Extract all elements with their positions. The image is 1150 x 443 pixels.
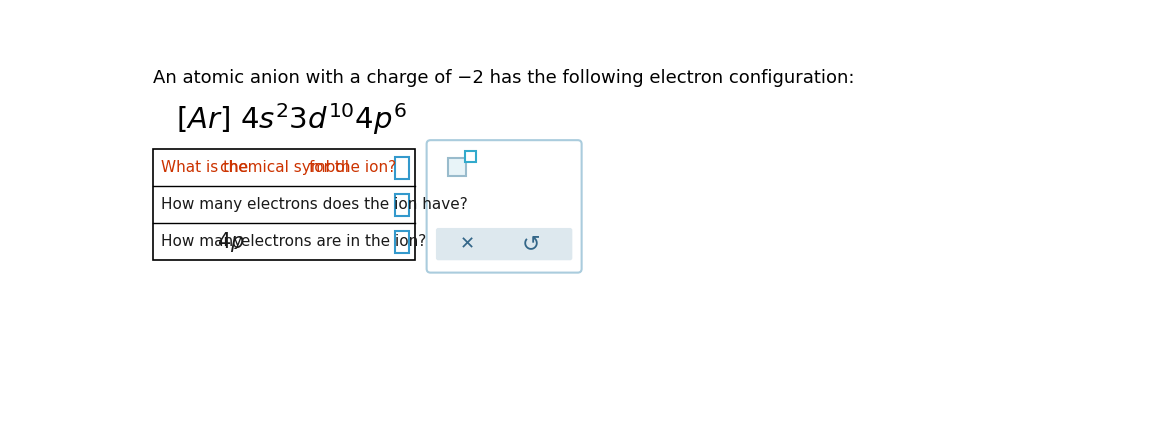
Text: $4p$: $4p$ — [217, 230, 245, 254]
FancyBboxPatch shape — [394, 194, 408, 216]
Text: How many electrons does the ion have?: How many electrons does the ion have? — [161, 197, 468, 212]
Text: ↺: ↺ — [522, 234, 540, 254]
Text: electrons are in the ion?: electrons are in the ion? — [236, 234, 427, 249]
Text: ✕: ✕ — [460, 235, 475, 253]
FancyBboxPatch shape — [394, 157, 408, 179]
FancyBboxPatch shape — [466, 151, 476, 162]
FancyBboxPatch shape — [153, 149, 415, 260]
Text: $[Ar]\ 4s^{2}3d^{10}4p^{6}$: $[Ar]\ 4s^{2}3d^{10}4p^{6}$ — [176, 101, 407, 137]
FancyBboxPatch shape — [447, 158, 466, 176]
Text: chemical symbol: chemical symbol — [220, 160, 348, 175]
Text: How many: How many — [161, 234, 247, 249]
FancyBboxPatch shape — [394, 231, 408, 253]
FancyBboxPatch shape — [427, 140, 582, 272]
Text: An atomic anion with a charge of −2 has the following electron configuration:: An atomic anion with a charge of −2 has … — [153, 69, 854, 86]
Text: for the ion?: for the ion? — [304, 160, 397, 175]
Text: What is the: What is the — [161, 160, 253, 175]
FancyBboxPatch shape — [436, 228, 573, 260]
